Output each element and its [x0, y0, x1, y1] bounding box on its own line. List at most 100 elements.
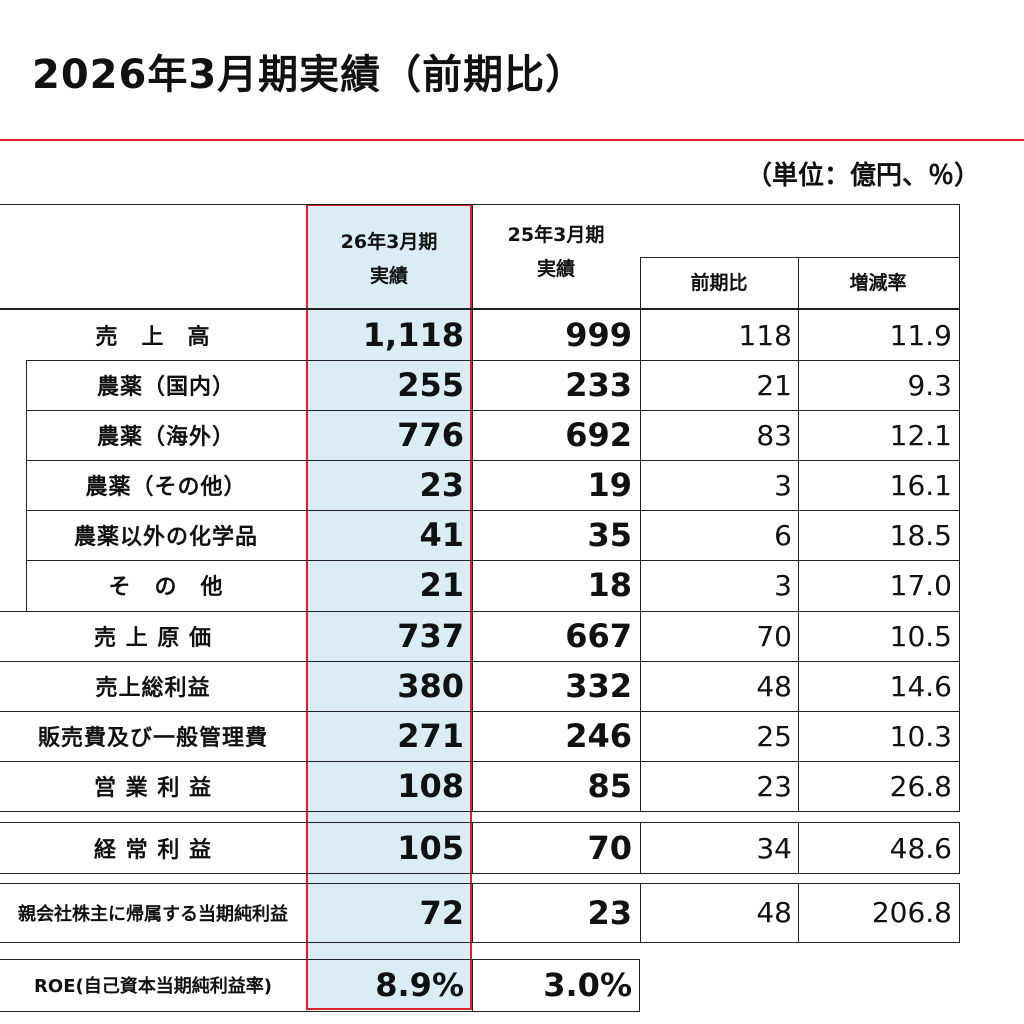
row-rule [0, 761, 960, 762]
value-current: 21 [419, 566, 464, 604]
table-rule [640, 883, 641, 943]
value-rate: 26.8 [889, 769, 952, 803]
value-current: 380 [397, 667, 464, 705]
table-rule [798, 310, 799, 811]
table-rule [959, 204, 960, 310]
current-period-highlight [306, 204, 472, 1010]
value-current: 72 [419, 893, 464, 932]
value-current: 1,118 [362, 316, 464, 354]
row-rule [0, 959, 640, 960]
row-rule [0, 942, 960, 943]
value-prior: 19 [587, 466, 632, 504]
value-current: 8.9% [375, 966, 464, 1004]
value-diff: 6 [774, 518, 792, 552]
table-rule [798, 822, 799, 874]
header-rate: 増減率 [849, 272, 907, 294]
value-current: 255 [397, 366, 464, 404]
value-prior: 233 [565, 366, 632, 404]
value-prior: 332 [565, 667, 632, 705]
value-current: 776 [397, 416, 464, 454]
row-rule [26, 560, 960, 561]
table-rule [639, 959, 640, 1012]
value-diff: 48 [756, 669, 792, 703]
value-diff: 118 [738, 318, 792, 352]
row-label: 農薬（国内） [96, 375, 235, 400]
header-bottom-rule [0, 308, 960, 310]
value-diff: 48 [756, 896, 792, 929]
header-diff: 前期比 [690, 272, 748, 294]
row-rule [0, 873, 960, 874]
header-prior-line2: 実績 [536, 258, 575, 280]
table-rule [959, 310, 960, 811]
table-rule [959, 822, 960, 874]
value-rate: 14.6 [889, 669, 952, 703]
row-rule [0, 822, 960, 823]
value-prior: 999 [565, 316, 632, 354]
value-rate: 48.6 [889, 831, 952, 865]
row-rule [26, 510, 960, 511]
header-current-period: 26年3月期 実績 [306, 210, 472, 308]
value-rate: 206.8 [871, 896, 952, 929]
value-rate: 11.9 [889, 318, 952, 352]
table-rule [472, 204, 473, 310]
value-rate: 16.1 [889, 468, 952, 502]
value-diff: 23 [756, 769, 792, 803]
header-current-line2: 実績 [369, 265, 408, 287]
value-current: 105 [397, 829, 464, 867]
value-rate: 9.3 [907, 368, 952, 402]
table-rule [798, 883, 799, 943]
row-label: そ の 他 [108, 575, 224, 600]
row-label: 売 上 原 価 [94, 626, 212, 651]
value-prior: 35 [587, 516, 632, 554]
row-label: 売 上 高 [95, 325, 211, 350]
value-prior: 70 [587, 829, 632, 867]
table-rule [640, 822, 641, 874]
row-rule [0, 711, 960, 712]
row-rule [26, 360, 960, 361]
header-top-rule [0, 204, 960, 205]
value-rate: 18.5 [889, 518, 952, 552]
table-rule [472, 959, 473, 1012]
value-current: 23 [419, 466, 464, 504]
row-label: 親会社株主に帰属する当期純利益 [18, 903, 288, 925]
row-rule [26, 410, 960, 411]
header-current-line1: 26年3月期 [340, 231, 438, 253]
page-title: 2026年3月期実績（前期比） [32, 52, 587, 98]
row-label: 農薬（海外） [96, 425, 235, 450]
value-rate: 10.5 [889, 619, 952, 653]
value-prior: 23 [587, 893, 632, 932]
value-rate: 12.1 [889, 418, 952, 452]
header-prior-line1: 25年3月期 [507, 224, 605, 246]
row-rule [0, 611, 960, 612]
table-rule [798, 257, 799, 310]
value-prior: 667 [565, 617, 632, 655]
table-rule [472, 883, 473, 943]
value-current: 737 [397, 617, 464, 655]
value-diff: 21 [756, 368, 792, 402]
row-rule [0, 883, 960, 884]
value-current: 108 [397, 767, 464, 805]
row-label: 営 業 利 益 [94, 776, 212, 801]
value-diff: 83 [756, 418, 792, 452]
value-diff: 25 [756, 719, 792, 753]
row-label: 農薬以外の化学品 [73, 525, 258, 550]
row-rule [26, 460, 960, 461]
value-prior: 246 [565, 717, 632, 755]
value-diff: 34 [756, 831, 792, 865]
value-rate: 10.3 [889, 719, 952, 753]
block-bottom-rule [0, 811, 960, 812]
table-rule [959, 883, 960, 943]
table-rule [472, 822, 473, 874]
header-sub-rule [640, 257, 960, 258]
value-diff: 3 [774, 568, 792, 602]
unit-note: （単位：億円、％） [745, 161, 980, 191]
row-label: 販売費及び一般管理費 [37, 726, 268, 751]
value-rate: 17.0 [889, 568, 952, 602]
table-rule [472, 310, 473, 811]
value-prior: 692 [565, 416, 632, 454]
table-rule [640, 257, 641, 310]
row-label: 経 常 利 益 [94, 838, 212, 863]
row-label: ROE(自己資本当期純利益率) [34, 976, 272, 997]
value-current: 271 [397, 717, 464, 755]
